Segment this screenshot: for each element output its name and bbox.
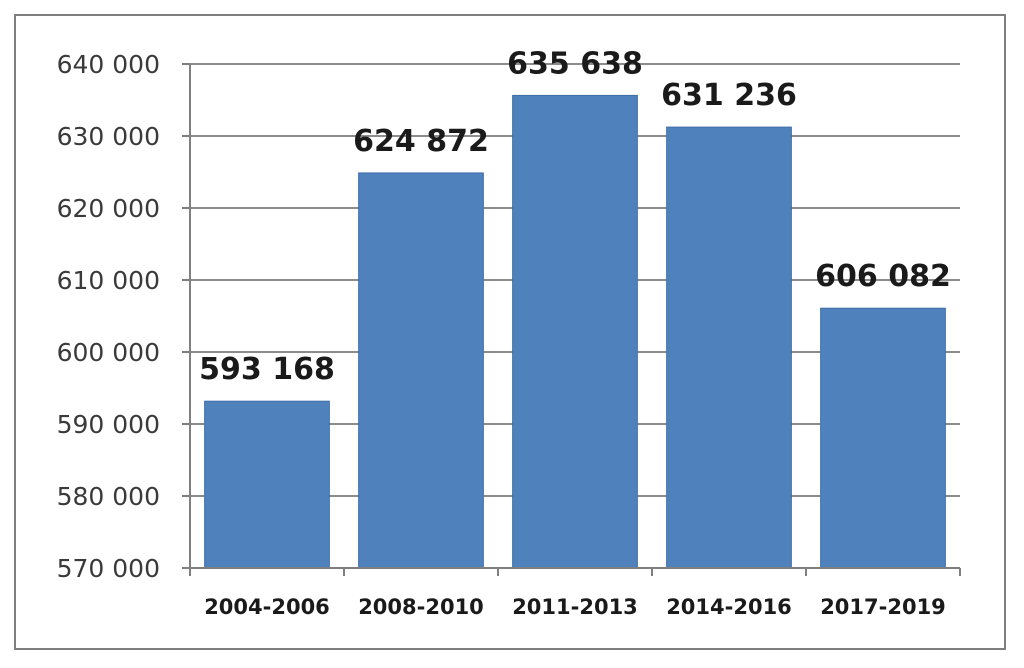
bar <box>820 307 946 569</box>
x-tick-label: 2004-2006 <box>204 595 330 619</box>
data-label: 635 638 <box>507 46 643 81</box>
y-tick-label: 620 000 <box>57 194 160 223</box>
y-tick-label: 640 000 <box>57 50 160 79</box>
x-tick-label: 2008-2010 <box>358 595 484 619</box>
axes <box>182 63 961 576</box>
x-tick-label: 2017-2019 <box>820 595 946 619</box>
data-label: 593 168 <box>199 352 335 387</box>
bar <box>512 94 638 569</box>
bar <box>666 126 792 569</box>
bar <box>358 172 484 569</box>
data-label: 631 236 <box>661 78 797 113</box>
x-axis-ticks: 2004-2006 2008-2010 2011-2013 2014-2016 2017… <box>204 595 946 619</box>
y-tick-label: 600 000 <box>57 338 160 367</box>
y-tick-label: 590 000 <box>57 410 160 439</box>
y-tick-label: 570 000 <box>57 554 160 583</box>
y-axis-ticks: 570 000 580 000 590 000 600 000 610 000 620 0… <box>57 50 160 583</box>
bar <box>204 400 330 569</box>
y-tick-label: 580 000 <box>57 482 160 511</box>
data-label: 624 872 <box>353 124 489 159</box>
bars <box>204 94 946 569</box>
x-tick-label: 2014-2016 <box>666 595 792 619</box>
y-tick-label: 610 000 <box>57 266 160 295</box>
data-label: 606 082 <box>815 259 951 294</box>
data-labels: 593 168 624 872 635 638 631 236 606 082 <box>199 46 951 387</box>
x-tick-label: 2011-2013 <box>512 595 638 619</box>
y-tick-label: 630 000 <box>57 122 160 151</box>
